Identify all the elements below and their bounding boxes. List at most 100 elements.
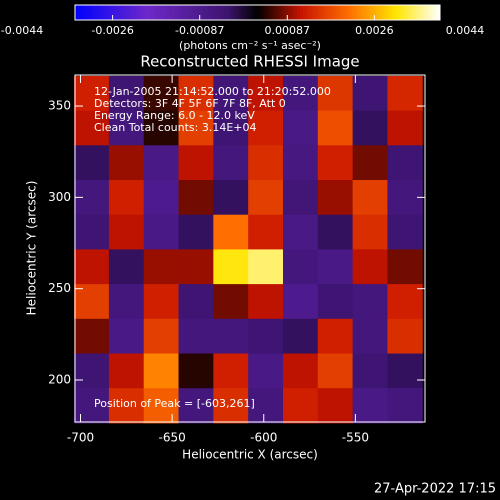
- heatmap-cell: [248, 249, 284, 285]
- colorbar-tick-label: 0.0044: [446, 24, 485, 37]
- colorbar-tick-label: -0.0044: [1, 24, 43, 37]
- colorbar-segment: [360, 5, 365, 20]
- colorbar-segment: [199, 5, 204, 20]
- x-tick-label: -600: [250, 431, 277, 445]
- colorbar-segment: [211, 5, 216, 20]
- colorbar-segment: [394, 5, 398, 20]
- colorbar-segment: [224, 5, 228, 20]
- heatmap-cell: [317, 284, 354, 320]
- heatmap-cell: [282, 75, 319, 112]
- colorbar-segment: [102, 5, 106, 20]
- colorbar-segment: [297, 5, 301, 20]
- heatmap-cell: [387, 110, 423, 146]
- heatmap-cell: [317, 110, 354, 146]
- colorbar-segment: [330, 5, 335, 20]
- heatmap-cell: [352, 75, 388, 112]
- colorbar-segment: [138, 5, 143, 20]
- colorbar-segment: [120, 5, 125, 20]
- chart-title: Reconstructed RHESSI Image: [140, 53, 359, 71]
- heatmap-cell: [282, 388, 319, 424]
- heatmap-cell: [387, 353, 423, 389]
- colorbar-tick-label: 0.00087: [265, 24, 311, 37]
- heatmap-cell: [213, 110, 249, 146]
- heatmap-cell: [178, 75, 214, 112]
- heatmap: [74, 75, 423, 424]
- colorbar-segment: [208, 5, 213, 20]
- colorbar-segment: [157, 5, 161, 20]
- heatmap-cell: [143, 284, 180, 320]
- colorbar-segment: [418, 5, 423, 20]
- heatmap-cell: [143, 75, 180, 112]
- colorbar-label: (photons cm⁻² s⁻¹ asec⁻²): [179, 39, 321, 52]
- colorbar-segment: [190, 5, 195, 20]
- colorbar-segment: [108, 5, 112, 20]
- heatmap-cell: [352, 110, 388, 146]
- colorbar-segment: [269, 5, 274, 20]
- colorbar-segment: [272, 5, 277, 20]
- heatmap-cell: [248, 145, 284, 181]
- heatmap-cell: [248, 284, 284, 320]
- heatmap-cell: [108, 388, 145, 424]
- colorbar-segment: [126, 5, 131, 20]
- colorbar-segment: [294, 5, 298, 20]
- colorbar-segment: [93, 5, 97, 20]
- colorbar-tick-label: 0.0026: [355, 24, 394, 37]
- colorbar-segment: [193, 5, 198, 20]
- heatmap-cell: [74, 75, 110, 112]
- colorbar-segment: [154, 5, 158, 20]
- y-tick-label: 250: [48, 281, 71, 295]
- colorbar-segment: [196, 5, 201, 20]
- heatmap-cell: [178, 388, 214, 424]
- colorbar-segment: [430, 5, 435, 20]
- heatmap-cell: [387, 145, 423, 181]
- x-axis-label: Heliocentric X (arcsec): [182, 448, 318, 462]
- colorbar-segment: [75, 5, 79, 20]
- heatmap-cell: [282, 353, 319, 389]
- colorbar-segment: [370, 5, 374, 20]
- colorbar-segment: [342, 5, 347, 20]
- colorbar-segment: [424, 5, 429, 20]
- heatmap-cell: [178, 214, 214, 250]
- colorbar-segment: [403, 5, 408, 20]
- colorbar-segment: [254, 5, 258, 20]
- colorbar-segment: [427, 5, 432, 20]
- heatmap-cell: [178, 353, 214, 389]
- heatmap-cell: [282, 318, 319, 355]
- colorbar-segment: [169, 5, 173, 20]
- colorbar-segment: [96, 5, 100, 20]
- heatmap-cell: [213, 318, 249, 355]
- heatmap-cell: [143, 249, 180, 285]
- heatmap-cell: [213, 353, 249, 389]
- heatmap-cell: [282, 249, 319, 285]
- y-axis-label: Heliocentric Y (arcsec): [25, 181, 39, 316]
- colorbar-segment: [421, 5, 426, 20]
- colorbar-segment: [144, 5, 149, 20]
- colorbar-segment: [391, 5, 395, 20]
- colorbar-segment: [187, 5, 192, 20]
- colorbar-segment: [290, 5, 295, 20]
- colorbar-segment: [397, 5, 401, 20]
- heatmap-cell: [108, 353, 145, 389]
- colorbar-segment: [345, 5, 350, 20]
- heatmap-cell: [108, 249, 145, 285]
- colorbar-segment: [87, 5, 91, 20]
- colorbar-segment: [123, 5, 128, 20]
- heatmap-cell: [352, 284, 388, 320]
- heatmap-cell: [317, 75, 354, 112]
- colorbar-segment: [436, 5, 441, 20]
- colorbar-segment: [275, 5, 280, 20]
- heatmap-cell: [108, 145, 145, 181]
- colorbar-segment: [233, 5, 237, 20]
- heatmap-cell: [213, 145, 249, 181]
- heatmap-cell: [387, 214, 423, 250]
- colorbar-segment: [151, 5, 155, 20]
- heatmap-cell: [74, 214, 110, 250]
- colorbar-segment: [84, 5, 88, 20]
- heatmap-cell: [108, 180, 145, 216]
- heatmap-cell: [143, 110, 180, 146]
- colorbar-segment: [318, 5, 322, 20]
- colorbar-segment: [315, 5, 319, 20]
- annotation: Energy Range: 6.0 - 12.0 keV: [94, 109, 255, 122]
- colorbar-segment: [181, 5, 185, 20]
